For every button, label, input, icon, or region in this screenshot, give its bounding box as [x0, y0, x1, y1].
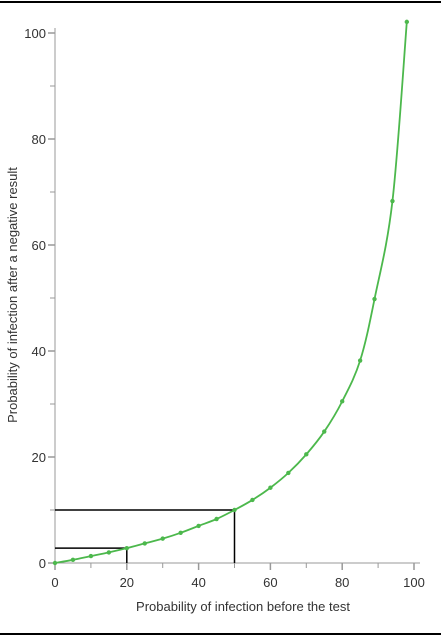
data-point [322, 429, 327, 434]
data-point [88, 553, 94, 559]
axes [54, 28, 420, 564]
x-tick-label: 80 [335, 575, 349, 590]
data-point [286, 470, 291, 476]
y-tick-label: 0 [39, 556, 46, 571]
data-point [404, 19, 410, 25]
y-tick-label: 40 [32, 344, 46, 359]
data-point [268, 485, 273, 490]
data-point [340, 399, 345, 404]
y-tick-label: 20 [32, 450, 46, 465]
data-point [124, 545, 129, 551]
x-tick-label: 60 [263, 575, 277, 590]
y-tick-label: 100 [24, 26, 46, 41]
x-tick-label: 40 [191, 575, 205, 590]
data-point [390, 198, 395, 204]
y-tick-label: 60 [32, 238, 46, 253]
data-point [357, 358, 363, 363]
series-line [54, 21, 408, 564]
data-point [232, 507, 237, 513]
reference-line [55, 509, 236, 563]
series [52, 19, 410, 566]
data-point [304, 452, 309, 457]
data-point [160, 536, 165, 541]
data-point [196, 523, 201, 529]
x-tick-label: 0 [51, 575, 58, 590]
data-point [178, 530, 183, 535]
data-point [70, 557, 76, 563]
reference-lines [55, 509, 236, 563]
data-point [52, 560, 58, 566]
ticks: 0 20 40 60 80 100 0 20 40 60 80 100 [24, 26, 425, 590]
data-point [214, 516, 219, 522]
x-tick-label: 20 [120, 575, 134, 590]
data-point [142, 541, 147, 546]
data-point [372, 296, 377, 302]
y-tick-label: 80 [32, 132, 46, 147]
x-tick-label: 100 [403, 575, 425, 590]
y-axis-title: Probability of infection after a negativ… [5, 167, 20, 423]
data-point [106, 550, 112, 555]
x-axis-title: Probability of infection before the test [136, 599, 350, 614]
data-point [250, 497, 255, 503]
